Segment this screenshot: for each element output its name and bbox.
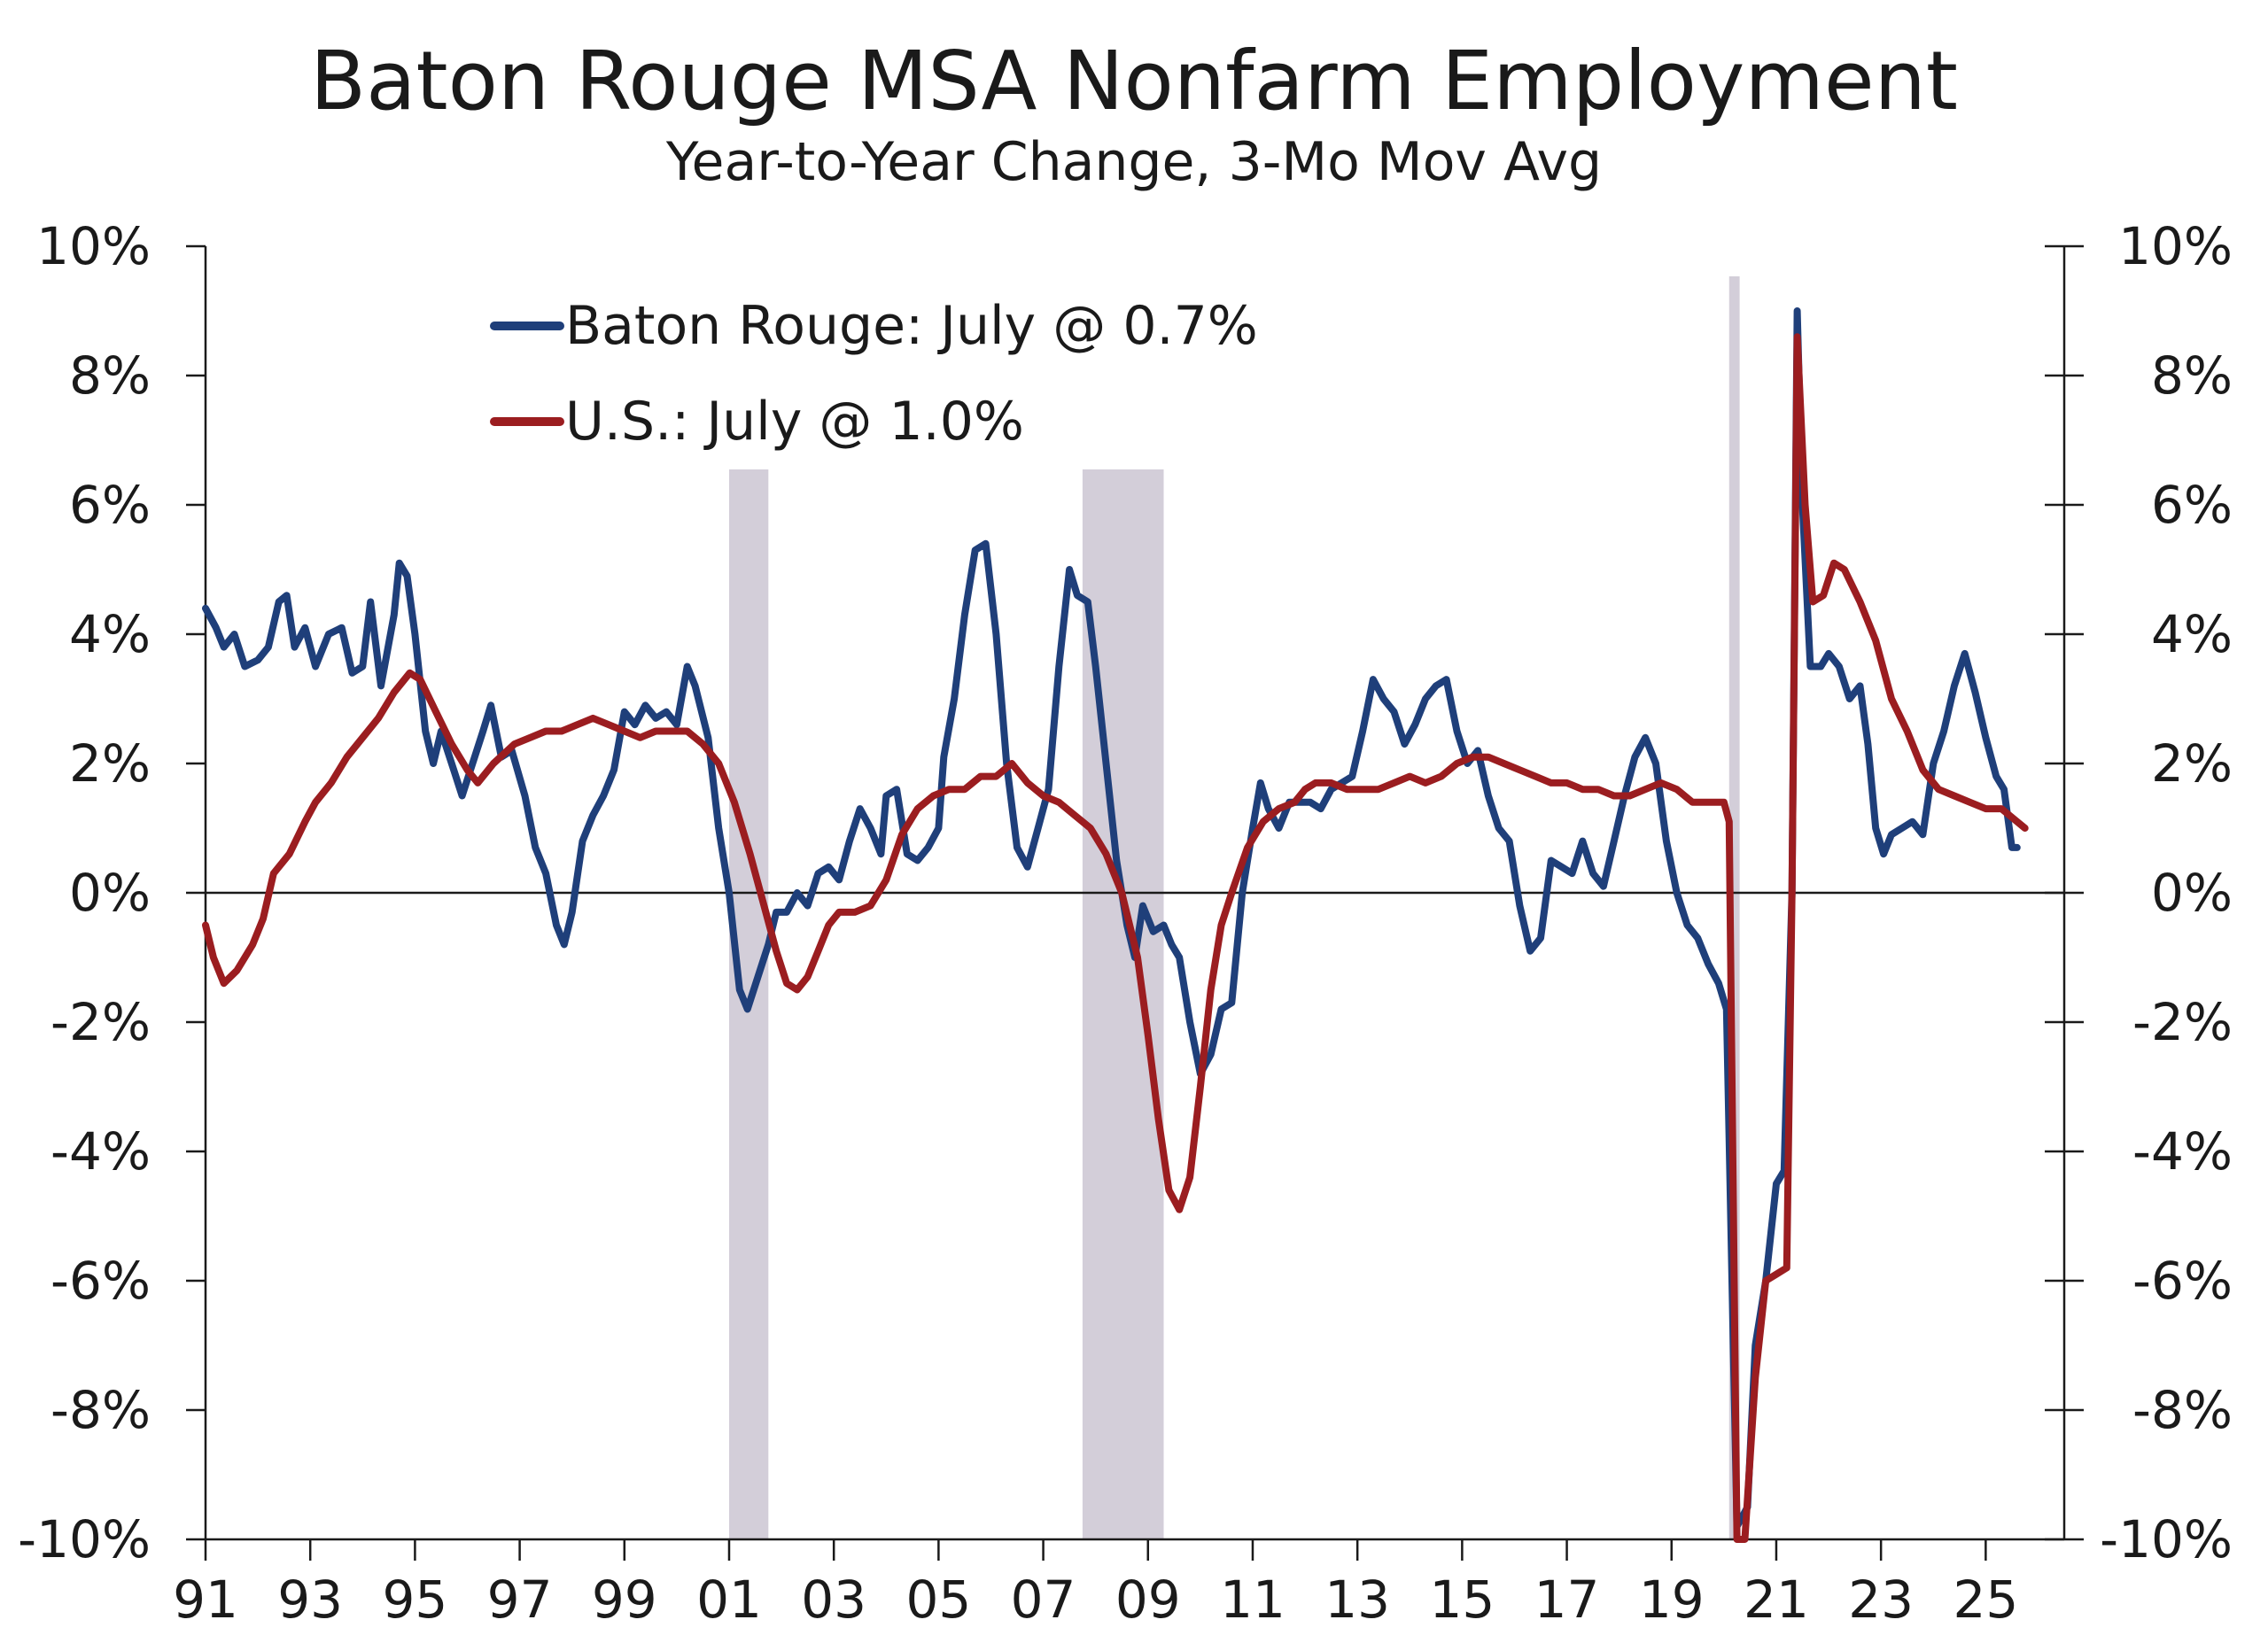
x-tick-label: 97 — [487, 1569, 553, 1630]
x-tick-label: 01 — [696, 1569, 762, 1630]
y-tick-label-left: 4% — [69, 604, 151, 664]
y-tick-label-left: -4% — [50, 1121, 151, 1182]
x-tick-label: 05 — [905, 1569, 971, 1630]
legend: Baton Rouge: July @ 0.7% U.S.: July @ 1.0… — [490, 295, 1258, 453]
x-tick-label: 19 — [1639, 1569, 1705, 1630]
y-tick-label-left: -10% — [18, 1509, 151, 1569]
legend-label-us: U.S.: July @ 1.0% — [565, 391, 1024, 453]
y-tick-label-right: 4% — [2151, 604, 2233, 664]
y-tick-label-right: 10% — [2118, 216, 2233, 276]
x-tick-label: 21 — [1744, 1569, 1809, 1630]
series-line-us — [202, 333, 2029, 1543]
x-tick-label: 95 — [382, 1569, 447, 1630]
y-tick-label-left: 10% — [36, 216, 151, 276]
y-tick-label-right: -4% — [2132, 1121, 2233, 1182]
x-tick-label: 15 — [1429, 1569, 1495, 1630]
x-tick-label: 03 — [801, 1569, 866, 1630]
x-tick-label: 93 — [277, 1569, 343, 1630]
y-tick-label-right: 2% — [2151, 733, 2233, 794]
legend-label-baton-rouge: Baton Rouge: July @ 0.7% — [565, 295, 1258, 357]
recession-bar — [1728, 276, 1740, 1539]
y-tick-label-left: 0% — [69, 863, 151, 923]
x-tick-label: 91 — [173, 1569, 238, 1630]
axes-layer: 10% 10% 8% 8% 6% 6% 4% 4% 2% 2% 0% 0% -2% -2% -4% -4% -6… — [18, 216, 2233, 1630]
x-tick-label: 99 — [592, 1569, 657, 1630]
x-tick-label: 09 — [1115, 1569, 1181, 1630]
legend-background — [443, 276, 1329, 469]
y-tick-label-right: -10% — [2100, 1509, 2233, 1569]
x-tick-label: 25 — [1953, 1569, 2018, 1630]
y-tick-label-left: -2% — [50, 992, 151, 1052]
chart-title: Baton Rouge MSA Nonfarm Employment — [310, 34, 1958, 128]
x-tick-label: 11 — [1220, 1569, 1285, 1630]
y-tick-label-left: 8% — [69, 345, 151, 406]
y-tick-label-left: 2% — [69, 733, 151, 794]
y-tick-label-right: 6% — [2151, 475, 2233, 535]
y-tick-label-left: -6% — [50, 1251, 151, 1311]
x-tick-label: 07 — [1011, 1569, 1076, 1630]
x-tick-label: 17 — [1534, 1569, 1600, 1630]
y-tick-label-left: 6% — [69, 475, 151, 535]
y-tick-label-right: -6% — [2132, 1251, 2233, 1311]
y-tick-label-right: -2% — [2132, 992, 2233, 1052]
y-tick-label-left: -8% — [50, 1380, 151, 1440]
y-tick-label-right: 8% — [2151, 345, 2233, 406]
y-tick-label-right: 0% — [2151, 863, 2233, 923]
x-tick-label: 13 — [1324, 1569, 1390, 1630]
legend-background-band — [443, 276, 1329, 469]
series-layer — [202, 307, 2029, 1543]
chart-subtitle: Year-to-Year Change, 3-Mo Mov Avg — [665, 131, 1603, 193]
x-tick-label: 23 — [1848, 1569, 1914, 1630]
y-tick-label-right: -8% — [2132, 1380, 2233, 1440]
